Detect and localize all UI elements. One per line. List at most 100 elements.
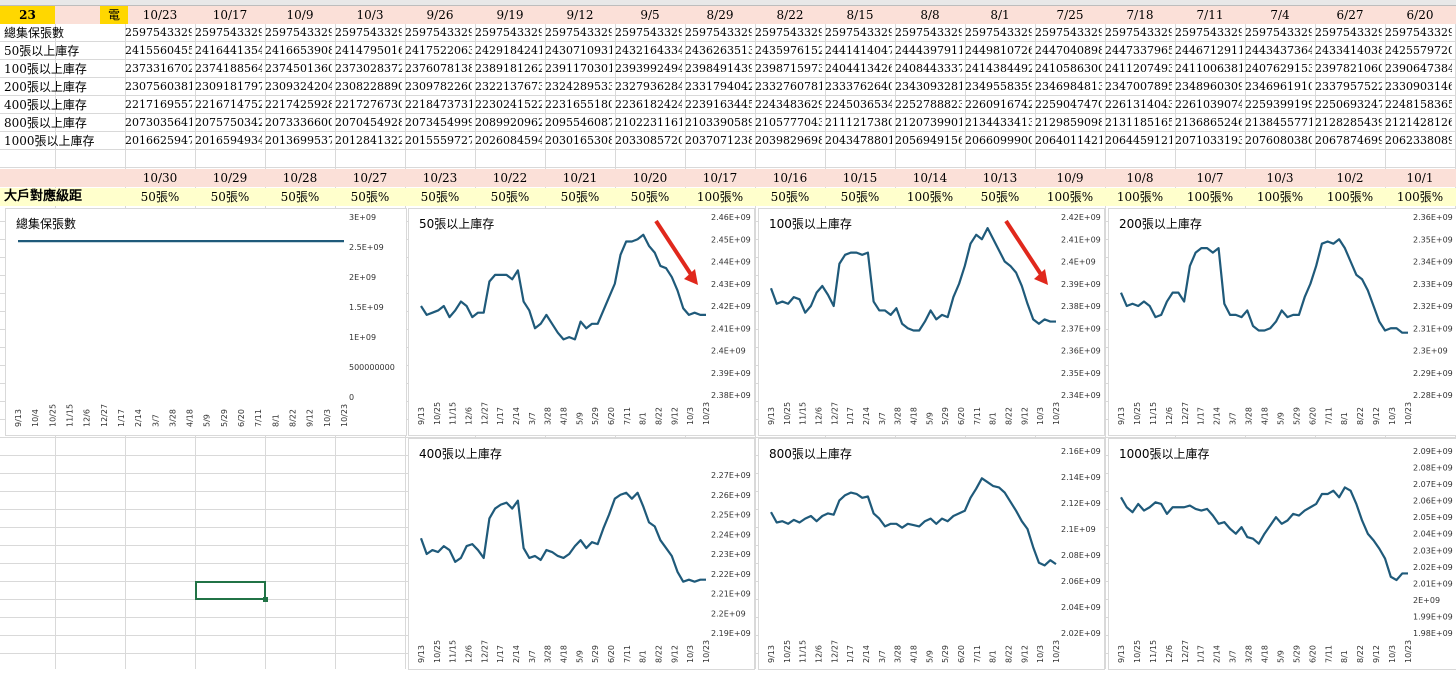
band-value-cell[interactable]: 50張% — [125, 188, 195, 206]
value-cell[interactable]: 2404413426 — [825, 60, 892, 78]
value-cell[interactable]: 2322137673 — [475, 78, 542, 96]
value-cell[interactable]: 2136865246 — [1175, 114, 1242, 132]
value-cell[interactable]: 2597543329 — [1175, 24, 1242, 42]
value-cell[interactable]: 2261039074 — [1175, 96, 1242, 114]
value-cell[interactable]: 2374188564 — [195, 60, 262, 78]
daily-date-cell[interactable]: 10/15 — [825, 169, 895, 187]
value-cell[interactable]: 2408443337 — [895, 60, 962, 78]
value-cell[interactable]: 2597543329 — [125, 24, 192, 42]
value-cell[interactable]: 2411207493 — [1105, 60, 1172, 78]
value-cell[interactable]: 2039829698 — [755, 132, 822, 150]
band-value-cell[interactable]: 100張% — [1035, 188, 1105, 206]
value-cell[interactable]: 2597543329 — [965, 24, 1032, 42]
value-cell[interactable]: 2236182424 — [615, 96, 682, 114]
value-cell[interactable]: 2597543329 — [1105, 24, 1172, 42]
band-value-cell[interactable]: 100張% — [1315, 188, 1385, 206]
value-cell[interactable]: 2597543329 — [825, 24, 892, 42]
value-cell[interactable]: 2447040898 — [1035, 42, 1102, 60]
header-date-cell[interactable]: 7/18 — [1105, 6, 1175, 24]
value-cell[interactable]: 2056949156 — [895, 132, 962, 150]
value-cell[interactable]: 2218473731 — [405, 96, 472, 114]
row-label[interactable]: 400張以上庫存 — [4, 96, 134, 114]
value-cell[interactable]: 2597543329 — [1385, 24, 1452, 42]
value-cell[interactable]: 2397821060 — [1315, 60, 1382, 78]
daily-date-cell[interactable]: 10/20 — [615, 169, 685, 187]
header-date-cell[interactable]: 10/3 — [335, 6, 405, 24]
band-value-cell[interactable]: 50張% — [965, 188, 1035, 206]
value-cell[interactable]: 2597543329 — [1035, 24, 1102, 42]
value-cell[interactable]: 2095546087 — [545, 114, 612, 132]
value-cell[interactable]: 2013699537 — [265, 132, 332, 150]
value-cell[interactable]: 2230241522 — [475, 96, 542, 114]
band-value-cell[interactable]: 50張% — [265, 188, 335, 206]
value-cell[interactable]: 2064459121 — [1105, 132, 1172, 150]
value-cell[interactable]: 2343093281 — [895, 78, 962, 96]
corner-cell-a1[interactable]: 23 — [0, 6, 55, 24]
value-cell[interactable]: 2245036534 — [825, 96, 892, 114]
value-cell[interactable]: 2373316702 — [125, 60, 192, 78]
daily-date-cell[interactable]: 10/2 — [1315, 169, 1385, 187]
value-cell[interactable]: 2217425928 — [265, 96, 332, 114]
value-cell[interactable]: 2416653908 — [265, 42, 332, 60]
value-cell[interactable]: 2309181797 — [195, 78, 262, 96]
fill-handle[interactable] — [263, 597, 268, 602]
band-value-cell[interactable]: 100張% — [1175, 188, 1245, 206]
band-value-cell[interactable]: 50張% — [755, 188, 825, 206]
value-cell[interactable]: 2443437364 — [1245, 42, 1312, 60]
value-cell[interactable]: 2120739901 — [895, 114, 962, 132]
header-date-cell[interactable]: 10/23 — [125, 6, 195, 24]
value-cell[interactable]: 2597543329 — [475, 24, 542, 42]
daily-date-cell[interactable]: 10/8 — [1105, 169, 1175, 187]
value-cell[interactable]: 2373028372 — [335, 60, 402, 78]
value-cell[interactable]: 2067874699 — [1315, 132, 1382, 150]
daily-date-cell[interactable]: 10/13 — [965, 169, 1035, 187]
value-cell[interactable]: 2261314043 — [1105, 96, 1172, 114]
daily-date-cell[interactable]: 10/23 — [405, 169, 475, 187]
band-value-cell[interactable]: 50張% — [405, 188, 475, 206]
value-cell[interactable]: 2259399199 — [1245, 96, 1312, 114]
daily-date-cell[interactable]: 10/29 — [195, 169, 265, 187]
daily-date-cell[interactable]: 10/3 — [1245, 169, 1315, 187]
value-cell[interactable]: 2103390589 — [685, 114, 752, 132]
band-label[interactable]: 大戶對應級距 — [4, 188, 134, 206]
value-cell[interactable]: 2062338089 — [1385, 132, 1452, 150]
value-cell[interactable]: 2441414047 — [825, 42, 892, 60]
value-cell[interactable]: 2432164334 — [615, 42, 682, 60]
value-cell[interactable]: 2309782260 — [405, 78, 472, 96]
row-label[interactable]: 1000張以上庫存 — [4, 132, 134, 150]
value-cell[interactable]: 2327936284 — [615, 78, 682, 96]
value-cell[interactable]: 2597543329 — [265, 24, 332, 42]
value-cell[interactable]: 2407629153 — [1245, 60, 1312, 78]
value-cell[interactable]: 2446712911 — [1175, 42, 1242, 60]
value-cell[interactable]: 2121428126 — [1385, 114, 1452, 132]
band-value-cell[interactable]: 100張% — [1105, 188, 1175, 206]
band-value-cell[interactable]: 50張% — [195, 188, 265, 206]
value-cell[interactable]: 2105777043 — [755, 114, 822, 132]
value-cell[interactable]: 2243483629 — [755, 96, 822, 114]
header-date-cell[interactable]: 8/8 — [895, 6, 965, 24]
corner-cell-c1[interactable]: 電 — [100, 6, 128, 24]
value-cell[interactable]: 2597543329 — [335, 24, 402, 42]
value-cell[interactable]: 2260916742 — [965, 96, 1032, 114]
header-date-cell[interactable]: 9/26 — [405, 6, 475, 24]
value-cell[interactable]: 2349558359 — [965, 78, 1032, 96]
value-cell[interactable]: 2037071238 — [685, 132, 752, 150]
value-cell[interactable]: 2064011421 — [1035, 132, 1102, 150]
value-cell[interactable]: 2436263513 — [685, 42, 752, 60]
daily-date-cell[interactable]: 10/21 — [545, 169, 615, 187]
value-cell[interactable]: 2597543329 — [545, 24, 612, 42]
value-cell[interactable]: 2376078138 — [405, 60, 472, 78]
value-cell[interactable]: 2597543329 — [1315, 24, 1382, 42]
value-cell[interactable]: 2346961910 — [1245, 78, 1312, 96]
daily-date-cell[interactable]: 10/9 — [1035, 169, 1105, 187]
value-cell[interactable]: 2330903146 — [1385, 78, 1452, 96]
value-cell[interactable]: 2239163445 — [685, 96, 752, 114]
value-cell[interactable]: 2134433413 — [965, 114, 1032, 132]
value-cell[interactable]: 2308228890 — [335, 78, 402, 96]
value-cell[interactable]: 2417522063 — [405, 42, 472, 60]
value-cell[interactable]: 2410586300 — [1035, 60, 1102, 78]
value-cell[interactable]: 2449810726 — [965, 42, 1032, 60]
value-cell[interactable]: 2070454928 — [335, 114, 402, 132]
value-cell[interactable]: 2216714752 — [195, 96, 262, 114]
